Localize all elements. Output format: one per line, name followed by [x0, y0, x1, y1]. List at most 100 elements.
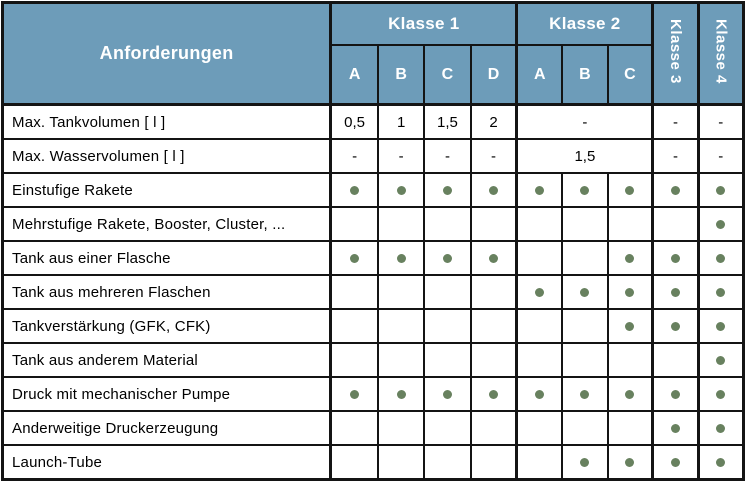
- dot-cell: [329, 172, 380, 208]
- empty-cell: [515, 308, 564, 344]
- row-label: Launch-Tube: [1, 444, 332, 481]
- dot-marker-icon: [716, 390, 726, 400]
- empty-cell: [515, 206, 564, 242]
- dot-cell: [515, 172, 564, 208]
- klasse-3-vertical-label: Klasse 3: [666, 18, 684, 84]
- table-row: Tank aus anderem Material: [1, 342, 745, 378]
- empty-cell: [469, 274, 518, 310]
- header-col-k1-a: A: [329, 44, 380, 106]
- dot-marker-icon: [489, 186, 498, 196]
- row-label: Max. Wasservolumen [ l ]: [1, 138, 332, 174]
- dot-cell: [651, 274, 700, 310]
- dot-marker-icon: [670, 424, 680, 434]
- table-body: Max. Tankvolumen [ l ] 0,5 1 1,5 2- - - Max. Wa…: [1, 103, 745, 481]
- dot-marker-icon: [442, 186, 452, 196]
- row-label: Tank aus einer Flasche: [1, 240, 332, 276]
- dot-cell: [561, 172, 609, 208]
- dot-cell: [651, 308, 700, 344]
- empty-cell: [376, 308, 426, 344]
- empty-cell: [423, 444, 472, 481]
- dot-marker-icon: [670, 390, 680, 400]
- dot-cell: [696, 240, 745, 276]
- row-label: Druck mit mechanischer Pumpe: [1, 376, 332, 412]
- dot-cell: [696, 376, 745, 412]
- dot-marker-icon: [670, 458, 680, 468]
- dot-cell: [696, 342, 745, 378]
- empty-cell: [329, 308, 380, 344]
- table-row: Anderweitige Druckerzeugung: [1, 410, 745, 446]
- dot-marker-icon: [716, 322, 726, 332]
- dot-cell: [376, 376, 426, 412]
- empty-cell: [329, 444, 380, 481]
- dot-marker-icon: [580, 186, 590, 196]
- dot-cell: [329, 240, 380, 276]
- dot-marker-icon: [350, 390, 360, 400]
- empty-cell: [469, 444, 518, 481]
- dot-marker-icon: [670, 288, 680, 298]
- dot-cell: [606, 274, 654, 310]
- dot-cell: [515, 274, 564, 310]
- corner-header-anforderungen: Anforderungen: [1, 1, 332, 106]
- dot-cell: [469, 240, 518, 276]
- table-row: Mehrstufige Rakete, Booster, Cluster, ..…: [1, 206, 745, 242]
- dot-cell: [651, 444, 700, 481]
- empty-cell: [329, 206, 380, 242]
- dot-cell: [423, 172, 472, 208]
- dot-cell: [469, 172, 518, 208]
- dot-cell: [423, 240, 472, 276]
- empty-cell: [423, 342, 472, 378]
- empty-cell: [329, 410, 380, 446]
- dot-cell: [606, 172, 654, 208]
- dot-marker-icon: [350, 186, 360, 196]
- header-col-k2-a: A: [515, 44, 564, 106]
- dot-marker-icon: [625, 390, 635, 400]
- table-row: Druck mit mechanischer Pumpe: [1, 376, 745, 412]
- empty-cell: [515, 342, 564, 378]
- empty-cell: [606, 342, 654, 378]
- dot-cell: [606, 444, 654, 481]
- dot-marker-icon: [670, 322, 680, 332]
- empty-cell: [423, 274, 472, 310]
- table-row: Tank aus einer Flasche: [1, 240, 745, 276]
- row-label: Tank aus anderem Material: [1, 342, 332, 378]
- dot-cell: [376, 240, 426, 276]
- header-group-klasse-1: Klasse 1: [329, 1, 518, 46]
- dot-cell: [606, 376, 654, 412]
- empty-cell: [561, 342, 609, 378]
- dot-cell: [329, 376, 380, 412]
- empty-cell: [561, 308, 609, 344]
- empty-cell: [515, 444, 564, 481]
- table-header: Anforderungen Klasse 1 Klasse 2 Klasse 3…: [1, 1, 745, 106]
- dot-cell: [561, 274, 609, 310]
- empty-cell: [606, 410, 654, 446]
- dot-cell: [651, 240, 700, 276]
- empty-cell: [376, 410, 426, 446]
- table-row: Max. Wasservolumen [ l ] - - - -1,5- -: [1, 138, 745, 174]
- dot-cell: [696, 206, 745, 242]
- empty-cell: [561, 410, 609, 446]
- row-label: Einstufige Rakete: [1, 172, 332, 208]
- header-group-klasse-4: Klasse 4: [696, 1, 745, 106]
- dot-cell: [606, 308, 654, 344]
- dot-cell: [696, 274, 745, 310]
- dot-marker-icon: [625, 254, 635, 264]
- dot-marker-icon: [535, 390, 545, 400]
- empty-cell: [376, 342, 426, 378]
- header-col-k2-b: B: [561, 44, 609, 106]
- dot-cell: [696, 410, 745, 446]
- empty-cell: [469, 342, 518, 378]
- dot-marker-icon: [396, 390, 406, 400]
- empty-cell: [423, 410, 472, 446]
- dot-marker-icon: [396, 186, 406, 196]
- header-col-k1-c: C: [423, 44, 472, 106]
- dot-marker-icon: [625, 458, 635, 468]
- empty-cell: [561, 240, 609, 276]
- value-cell: -: [376, 138, 426, 174]
- row-label: Tank aus mehreren Flaschen: [1, 274, 332, 310]
- value-cell: -: [469, 138, 518, 174]
- value-cell: -: [423, 138, 472, 174]
- empty-cell: [469, 206, 518, 242]
- table-row: Max. Tankvolumen [ l ] 0,5 1 1,5 2- - -: [1, 103, 745, 140]
- dot-marker-icon: [489, 254, 498, 264]
